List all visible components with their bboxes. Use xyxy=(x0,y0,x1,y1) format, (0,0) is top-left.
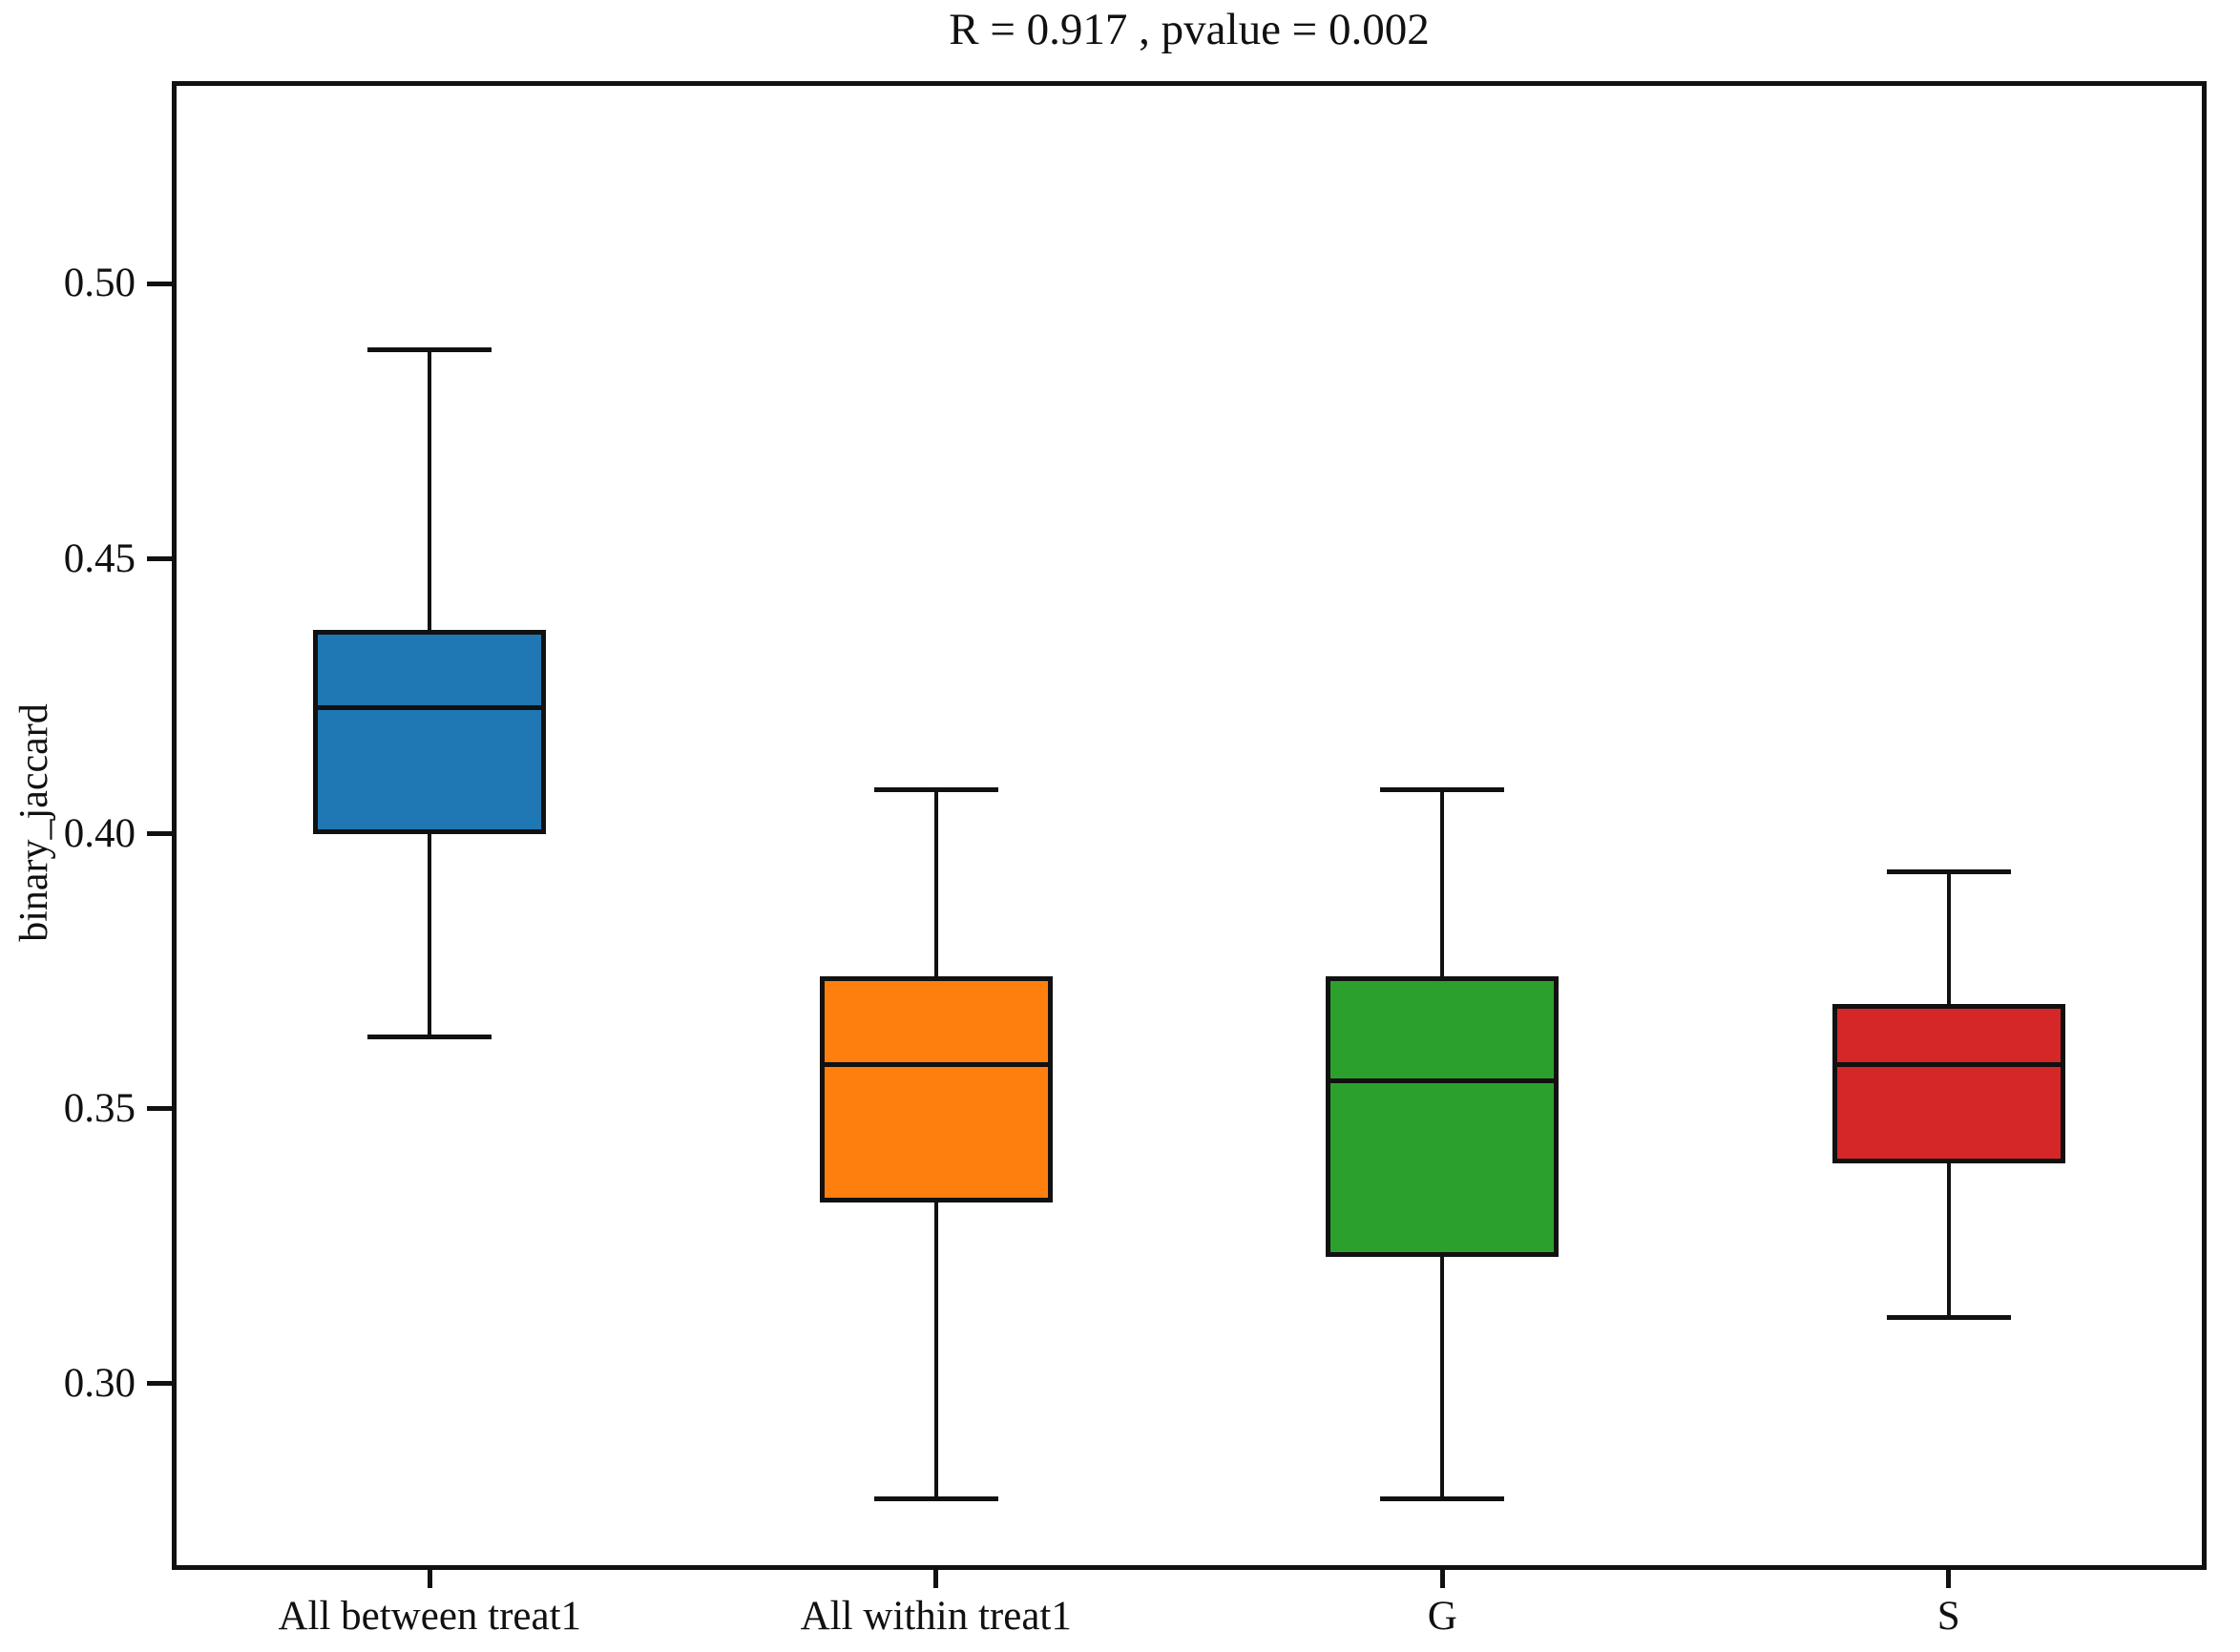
whisker-lower-line xyxy=(1440,1257,1445,1499)
x-tick-mark xyxy=(1946,1570,1952,1588)
box-rect xyxy=(1326,976,1560,1258)
median-line xyxy=(1832,1062,2065,1068)
y-tick-mark xyxy=(147,1381,172,1387)
whisker-upper-line xyxy=(933,789,938,977)
x-tick-mark xyxy=(427,1570,432,1588)
y-tick-label: 0.35 xyxy=(63,1085,136,1131)
whisker-lower-line xyxy=(428,833,432,1037)
x-category-label: S xyxy=(1936,1594,1960,1639)
whisker-cap-low xyxy=(1886,1315,2011,1321)
whisker-lower-line xyxy=(1946,1163,1951,1318)
box-rect xyxy=(1832,1004,2065,1164)
whisker-cap-low xyxy=(367,1035,492,1040)
median-line xyxy=(819,1062,1053,1068)
chart-title: R = 0.917 , pvalue = 0.002 xyxy=(949,5,1430,54)
whisker-cap-high xyxy=(367,347,492,353)
x-category-label: All between treat1 xyxy=(278,1594,582,1639)
box-rect xyxy=(819,976,1053,1202)
box-rect xyxy=(313,630,547,834)
whisker-cap-low xyxy=(1380,1496,1505,1502)
whisker-upper-line xyxy=(1440,789,1445,977)
whisker-lower-line xyxy=(933,1202,938,1499)
whisker-cap-high xyxy=(873,787,998,793)
y-tick-label: 0.50 xyxy=(63,261,136,306)
y-tick-mark xyxy=(147,831,172,837)
median-line xyxy=(313,704,547,710)
x-tick-mark xyxy=(1439,1570,1445,1588)
whisker-cap-high xyxy=(1380,787,1505,793)
median-line xyxy=(1326,1078,1560,1084)
x-category-label: All within treat1 xyxy=(800,1594,1072,1639)
y-tick-label: 0.40 xyxy=(63,810,136,856)
whisker-cap-high xyxy=(1886,869,2011,875)
whisker-upper-line xyxy=(428,349,432,631)
y-tick-mark xyxy=(147,556,172,562)
y-tick-label: 0.30 xyxy=(63,1360,136,1406)
x-tick-mark xyxy=(933,1570,939,1588)
whisker-upper-line xyxy=(1946,871,1951,1005)
y-tick-label: 0.45 xyxy=(63,535,136,581)
y-tick-mark xyxy=(147,1106,172,1112)
y-tick-mark xyxy=(147,281,172,286)
whisker-cap-low xyxy=(873,1496,998,1502)
x-category-label: G xyxy=(1427,1594,1457,1639)
